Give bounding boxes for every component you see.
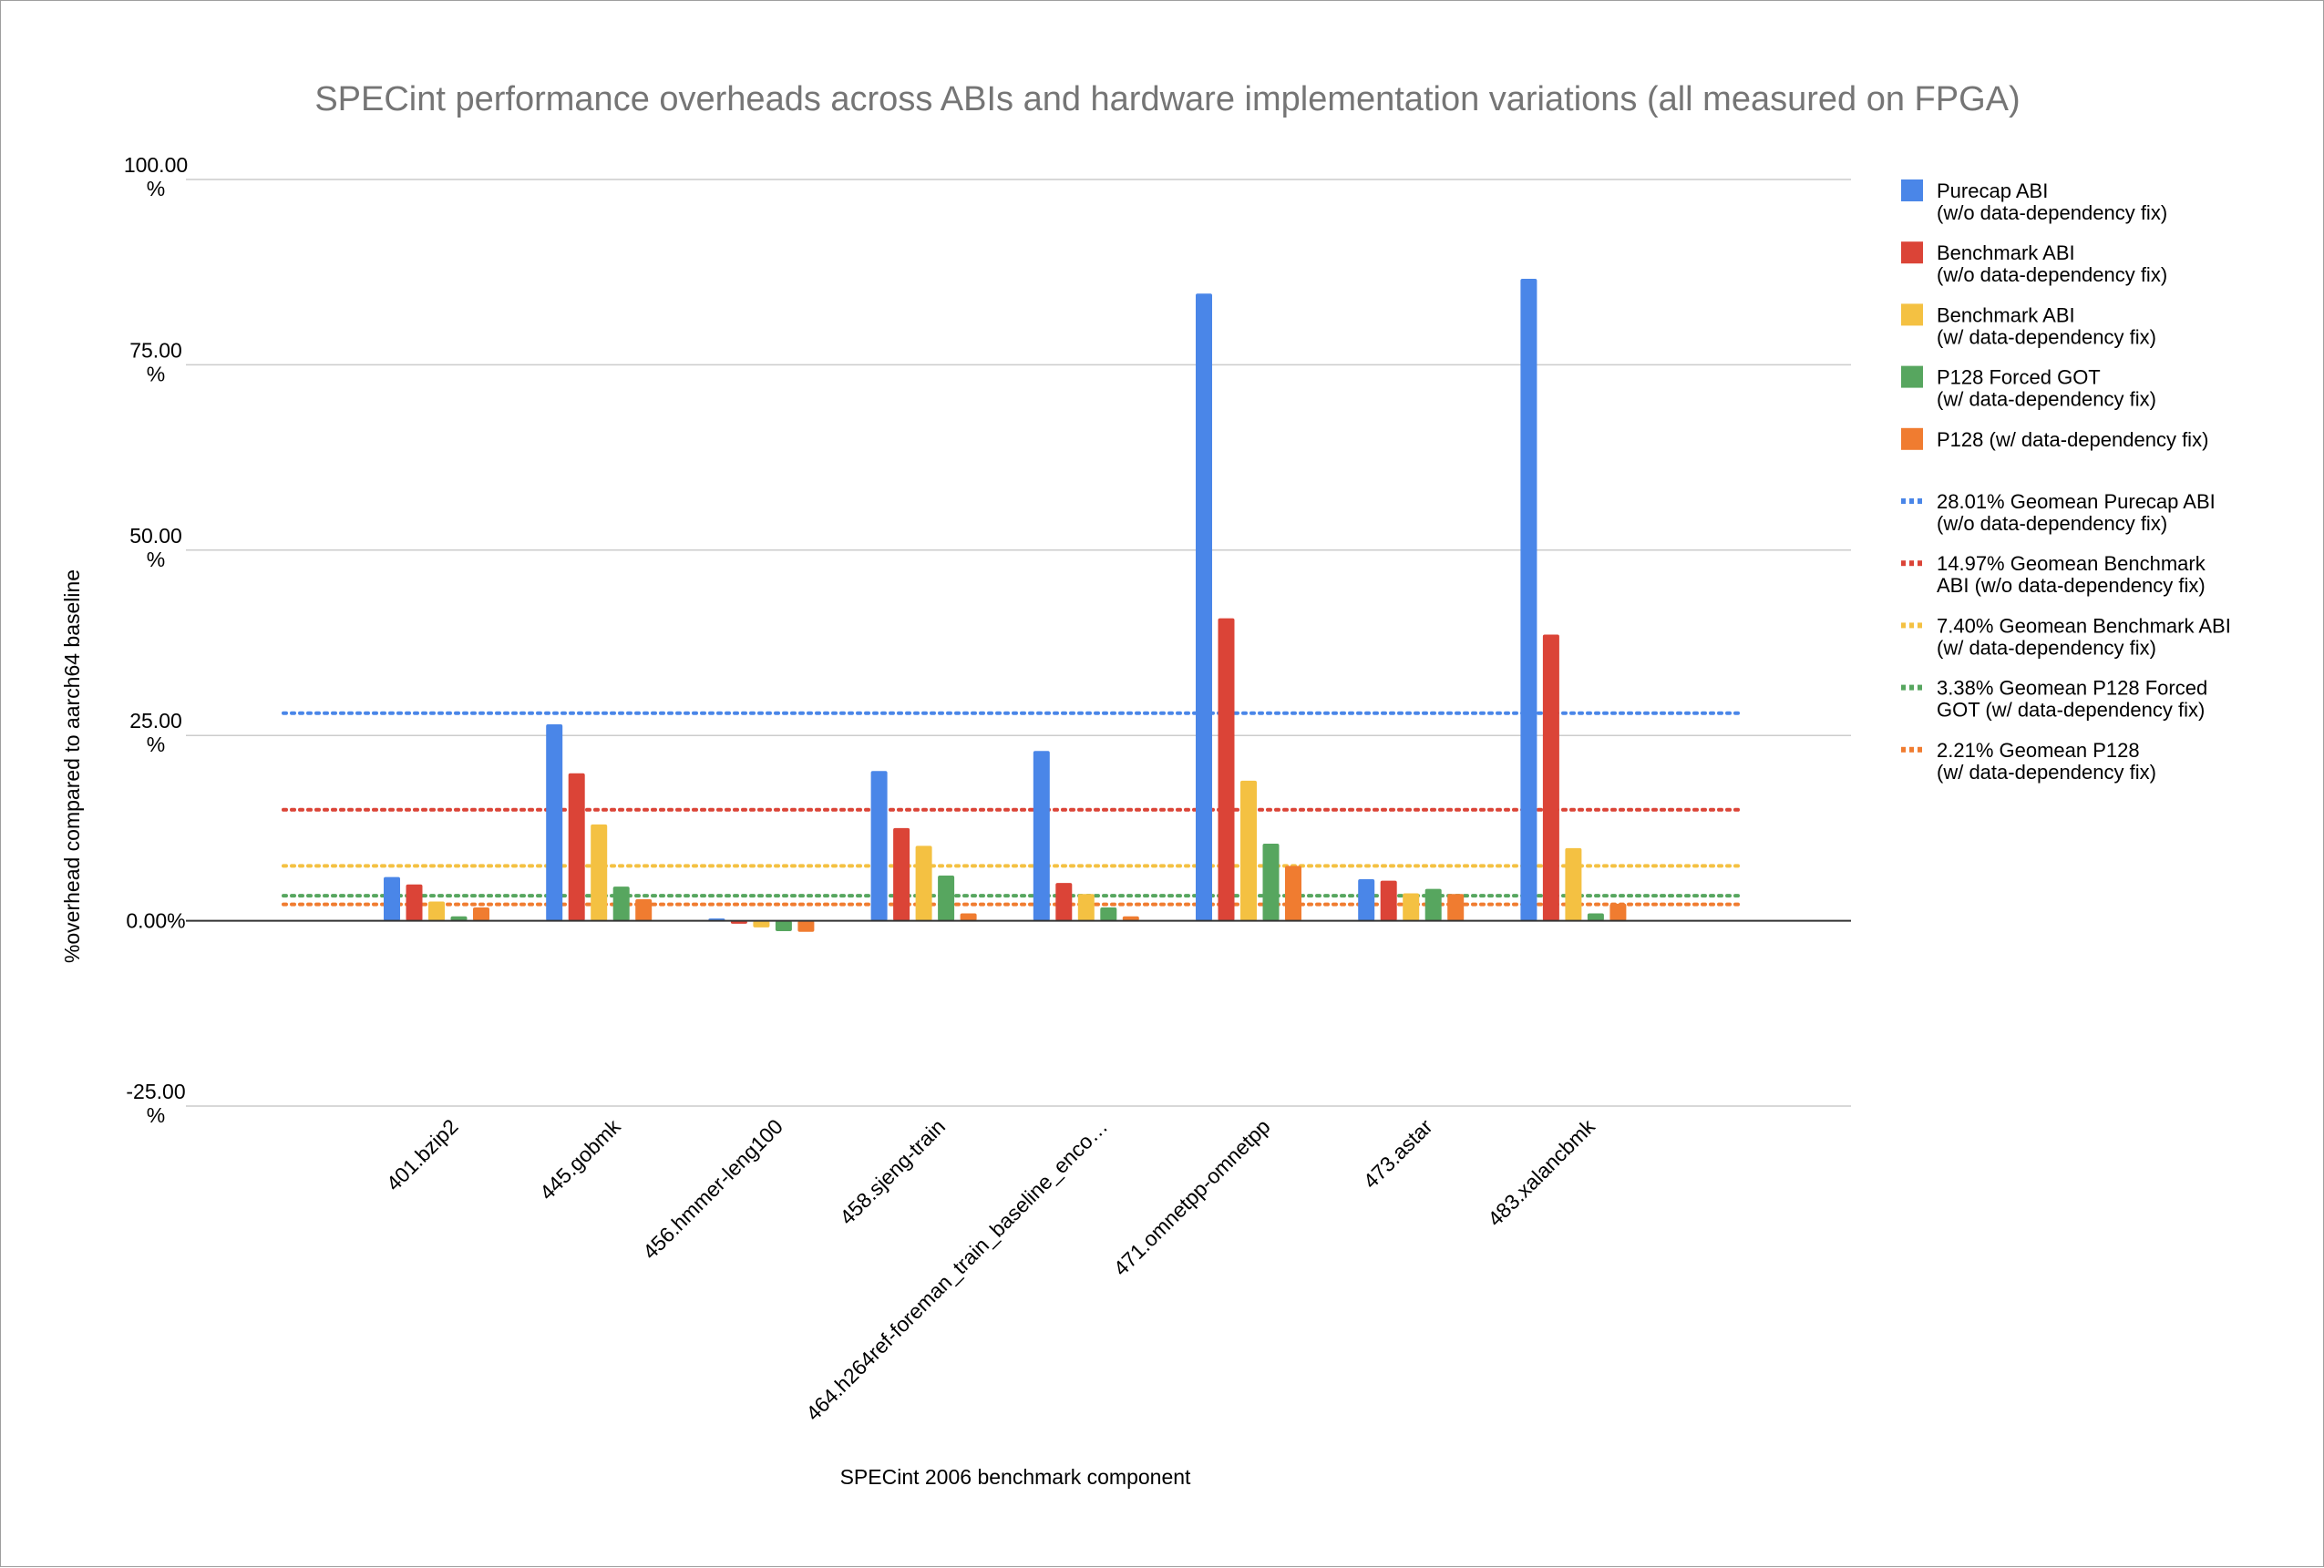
legend-label: Benchmark ABI (w/ data-dependency fix) [1937, 303, 2156, 348]
bar [1033, 751, 1050, 921]
legend-dash [1901, 622, 1906, 629]
x-tick-labels: 401.bzip2 445.gobmk 456.hmmer-leng100 458.s… [382, 1114, 1600, 1426]
bar [1447, 894, 1465, 921]
legend-dash [1918, 560, 1922, 567]
legend-dash [1918, 622, 1922, 629]
legend-dash [1909, 622, 1914, 629]
bar [775, 920, 792, 931]
bar [960, 913, 977, 921]
legend-swatch [1901, 179, 1923, 201]
bar [473, 907, 489, 921]
y-axis-title: %overhead compared to aarch64 baseline [60, 569, 84, 963]
legend-swatch [1901, 365, 1923, 388]
bar [870, 771, 888, 921]
bar [1262, 843, 1280, 921]
legend-swatch [1901, 241, 1923, 264]
chart-title: SPECint performance overheads across ABI… [314, 80, 2020, 118]
bar [1542, 634, 1559, 921]
bar [938, 875, 955, 921]
bar [1240, 780, 1257, 921]
bar [635, 899, 653, 921]
legend: Purecap ABI (w/o data-dependency fix) Benc… [1901, 179, 2231, 784]
bar [568, 773, 585, 921]
legend-dash [1909, 746, 1914, 753]
bar [915, 845, 932, 921]
legend-dash [1909, 498, 1914, 504]
legend-dash [1901, 684, 1906, 691]
bar [450, 916, 468, 921]
geomean-reference-lines [282, 711, 1745, 907]
x-tick-label: 464.h264ref-foreman_train_baseline_enco… [801, 1114, 1112, 1425]
legend-dash [1909, 684, 1914, 691]
bar [546, 723, 563, 921]
legend-swatch [1901, 427, 1923, 450]
bar [1055, 883, 1073, 921]
x-tick-label: 483.xalancbmk [1483, 1114, 1599, 1231]
x-tick-label: 445.gobmk [535, 1114, 625, 1204]
bar [1100, 907, 1117, 921]
x-tick-label: 471.omnetpp-omnetpp [1108, 1114, 1274, 1280]
bar [428, 901, 445, 921]
y-tick-labels: 100.00 % 75.00 % 50.00 % 25.00 % 0.00% -25.00% [124, 153, 188, 1127]
bar [1380, 880, 1397, 921]
legend-swatch [1901, 303, 1923, 326]
legend-dash [1918, 684, 1922, 691]
legend-dash [1901, 746, 1906, 753]
bar [1285, 866, 1301, 921]
legend-dash [1918, 498, 1922, 504]
bar [1609, 903, 1627, 921]
x-tick-label: 473.astar [1359, 1114, 1437, 1193]
legend-label: 14.97% Geomean Benchmark ABI (w/o data-de… [1937, 552, 2206, 597]
legend-label: Purecap ABI (w/o data-dependency fix) [1937, 179, 2167, 224]
bar [1358, 879, 1375, 921]
bar [1424, 888, 1442, 921]
legend-label: P128 Forced GOT (w/ data-dependency fix) [1937, 366, 2156, 411]
legend-dash [1901, 498, 1906, 504]
x-tick-label: 401.bzip2 [382, 1114, 463, 1195]
bar [1587, 913, 1604, 921]
x-tick-label: 456.hmmer-leng100 [638, 1114, 787, 1264]
bar [612, 886, 630, 921]
legend-dash [1909, 560, 1914, 567]
bar [1077, 894, 1095, 921]
bar [1196, 293, 1212, 921]
bar [591, 824, 608, 921]
x-tick-label: 458.sjeng-train [835, 1114, 950, 1229]
x-axis-title: SPECint 2006 benchmark component [840, 1465, 1191, 1489]
bar [797, 920, 815, 932]
bar [1403, 893, 1420, 921]
legend-label: 28.01% Geomean Purecap ABI (w/o data-depe… [1937, 490, 2216, 535]
y-tick-label: 75.00% [129, 338, 182, 385]
legend-label: Benchmark ABI (w/o data-dependency fix) [1937, 241, 2167, 286]
y-tick-label: 100.00% [124, 153, 188, 200]
legend-label: 3.38% Geomean P128 Forced GOT (w/ data-de… [1937, 677, 2207, 722]
y-tick-label: -25.00% [126, 1080, 185, 1127]
bar [406, 884, 423, 921]
bar [1218, 618, 1235, 921]
y-tick-label: 50.00% [129, 524, 182, 571]
bar [1565, 847, 1582, 921]
bar [1520, 279, 1537, 921]
bar [384, 876, 400, 921]
bar [1122, 916, 1139, 921]
y-tick-label: 0.00% [126, 909, 185, 933]
bar [893, 827, 910, 921]
legend-dash [1901, 560, 1906, 567]
gridlines [186, 179, 1851, 1107]
legend-label: P128 (w/ data-dependency fix) [1937, 428, 2208, 451]
legend-dash [1918, 746, 1922, 753]
legend-label: 7.40% Geomean Benchmark ABI (w/ data-depe… [1937, 614, 2231, 659]
bar [753, 920, 770, 927]
legend-label: 2.21% Geomean P128 (w/ data-dependency fi… [1937, 739, 2156, 784]
y-tick-label: 25.00% [129, 709, 182, 756]
bars [384, 279, 1627, 932]
